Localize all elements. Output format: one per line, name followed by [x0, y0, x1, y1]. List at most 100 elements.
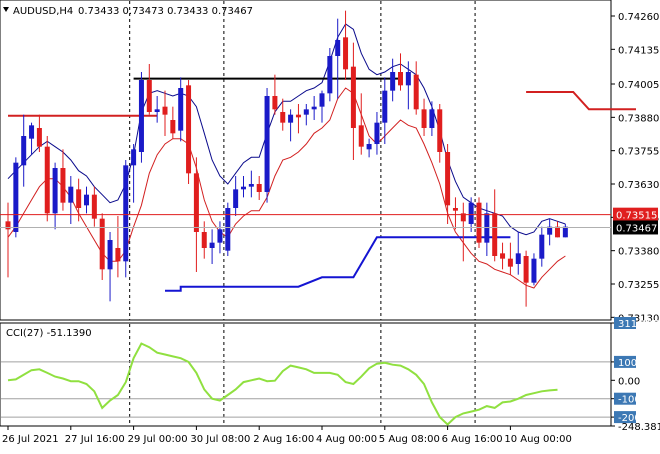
candle-body — [311, 106, 317, 110]
candle-body — [437, 109, 443, 152]
cci-tick-label: 311.4057 — [618, 319, 660, 330]
candle-body — [366, 144, 372, 150]
candle-body — [68, 186, 74, 203]
candle-body — [350, 66, 356, 128]
period-separators — [129, 1, 476, 426]
candle-body — [413, 74, 419, 110]
bid-tag-label: 0.73467 — [616, 223, 657, 234]
cci-panel-frame — [0, 322, 612, 427]
cci-tick-box — [614, 355, 636, 368]
candle-body — [562, 226, 568, 238]
price-tick-label: 0.73630 — [618, 180, 659, 191]
candle-body — [131, 149, 137, 166]
cci-tick-label: 0.00 — [618, 376, 640, 387]
price-tag-label: 0.73515 — [616, 211, 657, 222]
price-tick-label: 0.73755 — [618, 147, 659, 158]
candle-body — [248, 184, 254, 187]
time-tick-label: 29 Jul 00:00 — [128, 434, 188, 445]
time-tick-label: 5 Aug 08:00 — [379, 434, 440, 445]
cci-tick-label: -100 — [618, 395, 641, 406]
time-tick-label: 26 Jul 2021 — [2, 434, 59, 445]
candle-body — [555, 226, 560, 238]
candle-body — [398, 72, 403, 86]
cci-layer — [1, 342, 610, 426]
candle-body — [256, 184, 262, 192]
time-tick-label: 6 Aug 16:00 — [442, 434, 503, 445]
candle-body — [547, 226, 553, 235]
candle-body — [13, 162, 19, 232]
candle-body — [507, 258, 513, 267]
candle-body — [5, 221, 11, 230]
candle-body — [178, 88, 184, 131]
time-tick-label: 30 Jul 08:00 — [190, 434, 250, 445]
candle-body — [146, 80, 152, 112]
candle-body — [76, 189, 82, 208]
candle-body — [162, 106, 168, 115]
candle-body — [21, 136, 27, 166]
cci-tick-label: -248.381 — [618, 422, 660, 433]
candle-body — [186, 85, 192, 174]
candle-body — [421, 109, 427, 128]
candle-body — [241, 186, 246, 190]
candle-body — [193, 173, 199, 232]
cci-tick-label: 100 — [618, 358, 637, 369]
candle-body — [225, 208, 231, 251]
price-tick-label: 0.73880 — [618, 113, 659, 124]
ohlc-label: 0.73433 0.73473 0.73433 0.73467 — [78, 6, 253, 17]
candle-body — [390, 72, 396, 91]
price-axis: 0.74260 0.74135 0.74005 0.73880 0.73755 0.736… — [611, 12, 659, 324]
candle-body — [327, 56, 333, 94]
cci-tick-box — [614, 392, 636, 405]
time-tick-label: 27 Jul 16:00 — [65, 434, 125, 445]
cci-tick-box — [614, 317, 636, 329]
candle-body — [500, 253, 506, 259]
price-tag-box — [613, 207, 658, 222]
price-tick-label: 0.74260 — [618, 12, 659, 23]
bid-tag-box — [613, 220, 658, 235]
candle-body — [272, 96, 278, 110]
candle-body — [295, 114, 301, 118]
price-tick-label: 0.73380 — [618, 247, 659, 258]
candle-body — [123, 165, 129, 262]
time-axis: 26 Jul 2021 27 Jul 16:00 29 Jul 00:00 30 Ju… — [2, 426, 572, 445]
cci-header-label: CCI(27) -51.1390 — [6, 328, 92, 339]
candle-body — [335, 40, 341, 56]
candle-body — [217, 229, 223, 243]
candle-body — [107, 240, 113, 270]
candle-body — [36, 128, 42, 147]
blue-step-line — [165, 236, 511, 292]
candle-body — [484, 213, 490, 243]
candle-body — [492, 213, 498, 256]
candle-body — [531, 258, 537, 283]
candle-body — [91, 194, 97, 219]
candle-body — [60, 168, 66, 203]
candle-body — [288, 114, 294, 123]
candle-body — [343, 37, 349, 70]
candle-body — [99, 218, 105, 270]
candle-body — [429, 109, 435, 128]
candle-body — [515, 253, 521, 264]
candle-body — [44, 146, 50, 214]
price-tick-label: 0.74135 — [618, 45, 659, 56]
price-tick-label: 0.74005 — [618, 80, 659, 91]
candle-body — [405, 72, 411, 86]
candle-body — [264, 96, 270, 192]
candle-body — [452, 208, 458, 211]
candle-body — [154, 109, 160, 112]
candle-body — [382, 90, 388, 123]
candle-body — [280, 112, 286, 123]
candle-body — [319, 93, 325, 107]
price-panel-frame — [0, 0, 612, 321]
candle-body — [233, 189, 239, 208]
triangle-down-icon[interactable] — [3, 7, 9, 12]
candle-body — [476, 202, 482, 243]
candle-body — [115, 248, 121, 262]
time-tick-label: 10 Aug 00:00 — [504, 434, 571, 445]
candle-body — [209, 242, 215, 248]
overlay-lines-layer — [8, 77, 636, 292]
time-tick-label: 2 Aug 16:00 — [253, 434, 314, 445]
cci-axis: 311.4057 100 0.00 -100 -200-248.381 — [611, 317, 660, 433]
candle-body — [523, 256, 529, 283]
symbol-label: AUDUSD,H4 — [13, 6, 73, 17]
